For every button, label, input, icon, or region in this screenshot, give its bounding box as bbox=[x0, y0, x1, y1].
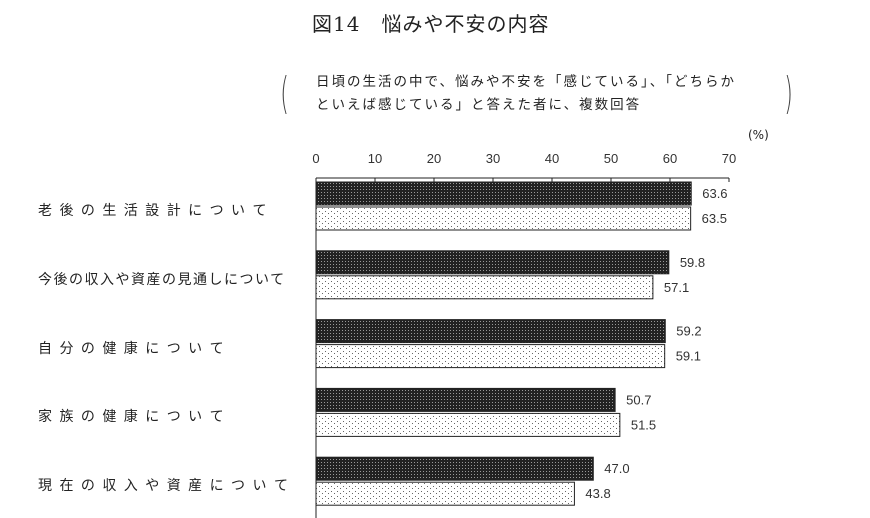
x-tick-label: 20 bbox=[427, 151, 441, 166]
bar bbox=[315, 387, 616, 412]
chart-title: 図14 悩みや不安の内容 bbox=[312, 12, 550, 36]
data-label: 59.1 bbox=[676, 349, 701, 364]
data-label: 59.8 bbox=[680, 255, 705, 270]
bar bbox=[315, 206, 692, 231]
data-label: 51.5 bbox=[631, 417, 656, 432]
left-bracket: ( bbox=[280, 68, 289, 119]
category-label: 自 分 の 健 康 に つ い て bbox=[38, 340, 226, 357]
data-label: 59.2 bbox=[676, 324, 701, 339]
note-line-1: 日頃の生活の中で、悩みや不安を「感じている」、「どちらか bbox=[316, 74, 736, 90]
x-tick-label: 60 bbox=[663, 151, 677, 166]
unit-label: (%) bbox=[748, 128, 769, 142]
x-tick-label: 50 bbox=[604, 151, 618, 166]
bar bbox=[315, 275, 654, 300]
category-label: 現 在 の 収 入 や 資 産 に つ い て bbox=[38, 478, 290, 495]
data-label: 57.1 bbox=[664, 280, 689, 295]
category-label: 家 族 の 健 康 に つ い て bbox=[38, 409, 226, 426]
bar bbox=[315, 181, 692, 206]
data-label: 63.6 bbox=[702, 186, 727, 201]
x-tick-label: 0 bbox=[312, 151, 319, 166]
category-label: 老 後 の 生 活 設 計 に つ い て bbox=[38, 203, 269, 219]
bar bbox=[315, 412, 621, 437]
data-label: 43.8 bbox=[585, 486, 610, 501]
x-tick-label: 10 bbox=[368, 151, 382, 166]
bar bbox=[315, 456, 594, 481]
x-tick-label: 30 bbox=[486, 151, 500, 166]
data-label: 63.5 bbox=[702, 211, 727, 226]
bar bbox=[315, 319, 666, 344]
x-tick-label: 70 bbox=[722, 151, 736, 166]
bar bbox=[315, 250, 670, 275]
category-label: 今後の収入や資産の見通しについて bbox=[38, 271, 286, 288]
bar bbox=[315, 481, 575, 506]
right-bracket: ) bbox=[784, 68, 793, 119]
x-tick-label: 40 bbox=[545, 151, 559, 166]
data-label: 47.0 bbox=[604, 461, 629, 476]
bar bbox=[315, 344, 666, 369]
data-label: 50.7 bbox=[626, 392, 651, 407]
note-line-2: といえば感じている」と答えた者に、複数回答 bbox=[316, 97, 642, 113]
